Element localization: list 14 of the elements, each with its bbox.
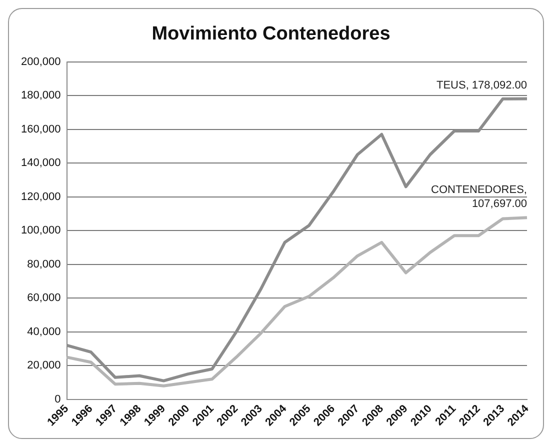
y-tick-label: 140,000: [20, 157, 61, 170]
y-tick-label: 80,000: [27, 258, 61, 270]
y-tick-label: 60,000: [27, 292, 61, 304]
data-label: CONTENEDORES, 107,697.00: [431, 184, 527, 210]
y-tick-label: 160,000: [20, 123, 61, 136]
y-tick-label: 0: [54, 393, 61, 406]
y-tick-label: 40,000: [27, 326, 61, 338]
y-tick-label: 20,000: [27, 360, 61, 372]
y-tick-label: 100,000: [20, 224, 61, 237]
y-tick-label: 200,000: [20, 56, 61, 68]
y-tick-label: 120,000: [20, 190, 61, 203]
y-tick-label: 180,000: [20, 90, 61, 102]
data-label: TEUS, 178,092.00: [436, 79, 527, 92]
chart-title: Movimiento Contenedores: [152, 24, 390, 45]
